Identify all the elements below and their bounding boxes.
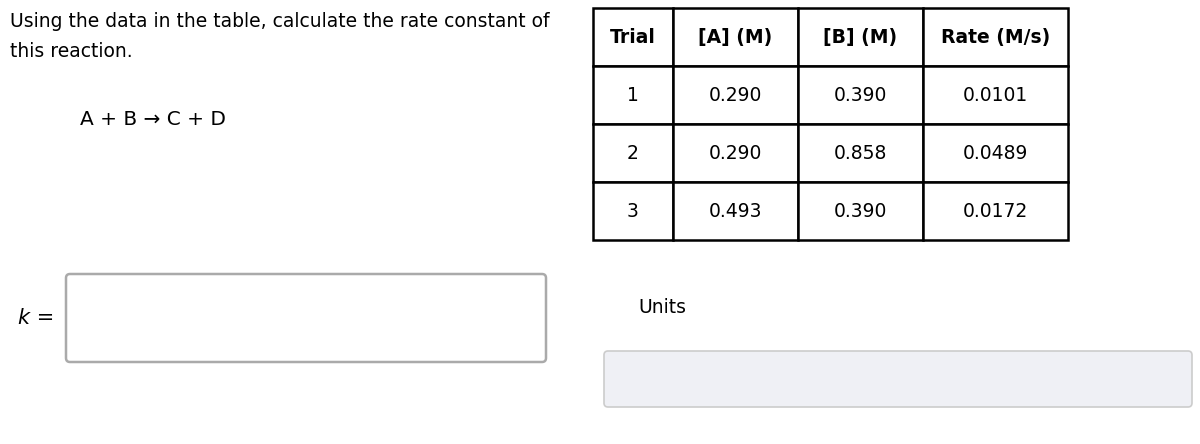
Text: 0.290: 0.290: [709, 143, 762, 163]
Bar: [593, 124, 673, 182]
Text: [A] (M): [A] (M): [698, 28, 773, 47]
Text: 0.0489: 0.0489: [962, 143, 1028, 163]
Bar: [798, 8, 923, 66]
Text: 0.390: 0.390: [834, 86, 887, 104]
Text: 0.0172: 0.0172: [962, 202, 1028, 221]
Text: Using the data in the table, calculate the rate constant of: Using the data in the table, calculate t…: [10, 12, 550, 31]
Bar: [923, 8, 1068, 66]
Text: Trial: Trial: [610, 28, 656, 47]
Bar: [923, 182, 1068, 240]
Text: 0.290: 0.290: [709, 86, 762, 104]
Bar: [593, 182, 673, 240]
Text: this reaction.: this reaction.: [10, 42, 133, 61]
Bar: [798, 124, 923, 182]
Text: [B] (M): [B] (M): [823, 28, 898, 47]
Bar: [798, 182, 923, 240]
Text: 0.390: 0.390: [834, 202, 887, 221]
Bar: [923, 66, 1068, 124]
Text: Rate (M/s): Rate (M/s): [941, 28, 1050, 47]
Bar: [593, 8, 673, 66]
Text: 0.0101: 0.0101: [962, 86, 1028, 104]
Text: 0.858: 0.858: [834, 143, 887, 163]
Text: 3: 3: [628, 202, 638, 221]
Bar: [923, 124, 1068, 182]
Bar: [593, 66, 673, 124]
FancyBboxPatch shape: [604, 351, 1192, 407]
Text: 0.493: 0.493: [709, 202, 762, 221]
Text: Units: Units: [638, 298, 686, 317]
Text: A + B → C + D: A + B → C + D: [80, 110, 226, 129]
Text: k =: k =: [18, 308, 54, 328]
Text: 1: 1: [628, 86, 638, 104]
Bar: [673, 8, 798, 66]
Bar: [673, 182, 798, 240]
Text: 2: 2: [628, 143, 638, 163]
Bar: [673, 124, 798, 182]
Bar: [798, 66, 923, 124]
FancyBboxPatch shape: [66, 274, 546, 362]
Bar: [673, 66, 798, 124]
